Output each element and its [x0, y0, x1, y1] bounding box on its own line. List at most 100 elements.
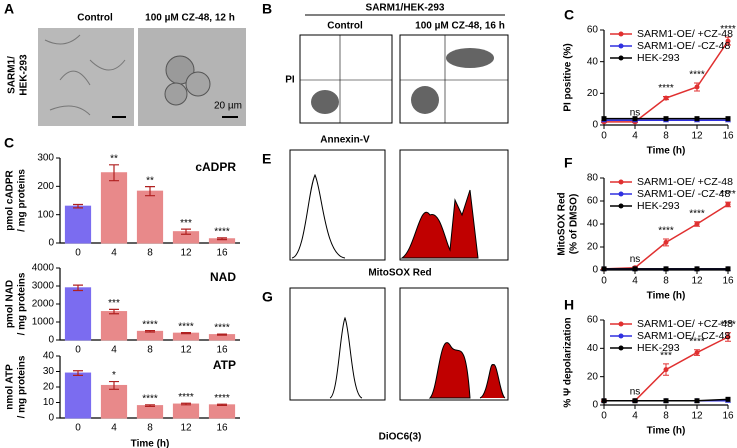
panel-letter: B	[262, 1, 272, 17]
column-label: 100 µM CZ-48, 16 h	[415, 21, 505, 32]
axis-label: PI	[285, 75, 295, 86]
histogram-plot	[399, 149, 509, 261]
marker	[663, 398, 669, 404]
chart-label: NAD	[210, 270, 236, 284]
error-bar	[109, 380, 119, 390]
legend-marker	[618, 31, 624, 37]
x-tick-label: 4	[632, 131, 638, 142]
y-tick-label: 3000	[32, 281, 55, 292]
significance: ****	[720, 189, 736, 200]
x-tick-label: 16	[722, 411, 734, 422]
histogram-plot	[289, 287, 386, 401]
y-tick-label: 0	[48, 335, 54, 346]
marker	[725, 266, 731, 272]
event-cloud	[446, 48, 494, 68]
x-tick-label: 0	[75, 423, 81, 434]
y-axis-label-line: / mg proteins	[17, 169, 28, 232]
y-axis-label-line: PI positive (%)	[563, 43, 574, 111]
y-axis-label-line: (% of DMSO)	[569, 194, 580, 255]
error-bar	[145, 186, 155, 197]
y-tick-label: 60	[587, 25, 599, 36]
column-label: 100 µM CZ-48, 12 h	[145, 13, 235, 24]
x-tick-label: 16	[216, 345, 228, 356]
y-axis-label-line: MitoSOX Red	[557, 192, 568, 255]
histogram-trace	[329, 316, 363, 399]
error-bar	[181, 402, 191, 406]
panel-letter: A	[4, 1, 14, 17]
significance: ns	[630, 254, 641, 265]
legend-label: SARM1-OE/ +CZ-48	[637, 28, 733, 40]
row-label: SARM1/ HEK-293	[7, 54, 30, 96]
marker	[601, 116, 607, 122]
event-cloud	[411, 86, 439, 114]
y-tick-label: 300	[37, 153, 54, 164]
x-tick-label: 16	[722, 131, 734, 142]
significance: ns	[630, 387, 641, 398]
legend-label: SARM1-OE/ -CZ-48	[637, 40, 731, 52]
y-tick-label: 80	[587, 173, 599, 184]
axis-label: Annexin-V	[320, 135, 370, 146]
legend-marker	[618, 333, 624, 339]
y-tick-label: 0	[48, 238, 54, 249]
legend-label: SARM1-OE/ +CZ-48	[637, 176, 733, 188]
error-bar	[217, 403, 227, 407]
marker	[694, 398, 700, 404]
significance: ****	[178, 392, 194, 403]
bar	[136, 405, 164, 419]
significance: ****	[214, 393, 230, 404]
y-axis-label: nmol ATP / mg proteins	[5, 355, 28, 418]
x-axis-label: Time (h)	[131, 439, 170, 448]
x-tick-label: 8	[663, 411, 669, 422]
legend-label: SARM1-OE/ -CZ-48	[637, 330, 731, 342]
bar	[64, 205, 92, 244]
legend-label: SARM1-OE/ +CZ-48	[637, 318, 733, 330]
marker	[694, 116, 700, 122]
significance: *	[112, 370, 116, 381]
bar	[100, 311, 128, 341]
marker	[725, 396, 731, 402]
x-tick-label: 12	[180, 345, 192, 356]
significance: **	[146, 175, 154, 186]
chart-label: ATP	[213, 358, 236, 372]
significance: ****	[178, 321, 194, 332]
error-bar	[217, 237, 227, 241]
marker	[725, 201, 731, 207]
error-bar	[145, 330, 155, 333]
y-tick-label: 100	[37, 209, 54, 220]
bar	[64, 372, 92, 419]
marker	[601, 398, 607, 404]
y-tick-label: 20	[43, 382, 55, 393]
x-tick-label: 4	[632, 276, 638, 287]
marker	[694, 221, 700, 227]
x-tick-label: 0	[75, 248, 81, 259]
panel-letter: E	[262, 151, 271, 167]
histogram-trace	[400, 189, 479, 259]
marker	[725, 334, 731, 340]
y-tick-label: 0	[48, 413, 54, 424]
legend-marker	[618, 321, 624, 327]
y-axis-label-line: pmol cADPR	[5, 169, 16, 230]
y-tick-label: 40	[587, 56, 599, 67]
x-tick-label: 12	[691, 411, 703, 422]
significance: ***	[660, 351, 672, 362]
legend-marker	[618, 203, 624, 209]
x-axis-label: Time (h)	[647, 146, 686, 157]
significance: ****	[720, 24, 736, 35]
marker	[632, 116, 638, 122]
x-tick-label: 12	[180, 248, 192, 259]
x-tick-label: 4	[111, 248, 117, 259]
y-tick-label: 40	[43, 351, 55, 362]
marker	[663, 266, 669, 272]
axis-label: DiOC6(3)	[379, 432, 422, 443]
marker	[694, 266, 700, 272]
marker	[725, 38, 731, 44]
cell-outline	[44, 34, 126, 116]
bar	[172, 403, 200, 419]
legend-marker	[618, 191, 624, 197]
y-tick-label: 1000	[32, 317, 55, 328]
x-tick-label: 0	[601, 411, 607, 422]
error-bar	[73, 284, 83, 292]
x-axis-label: Time (h)	[647, 291, 686, 302]
legend-label: HEK-293	[637, 52, 680, 64]
